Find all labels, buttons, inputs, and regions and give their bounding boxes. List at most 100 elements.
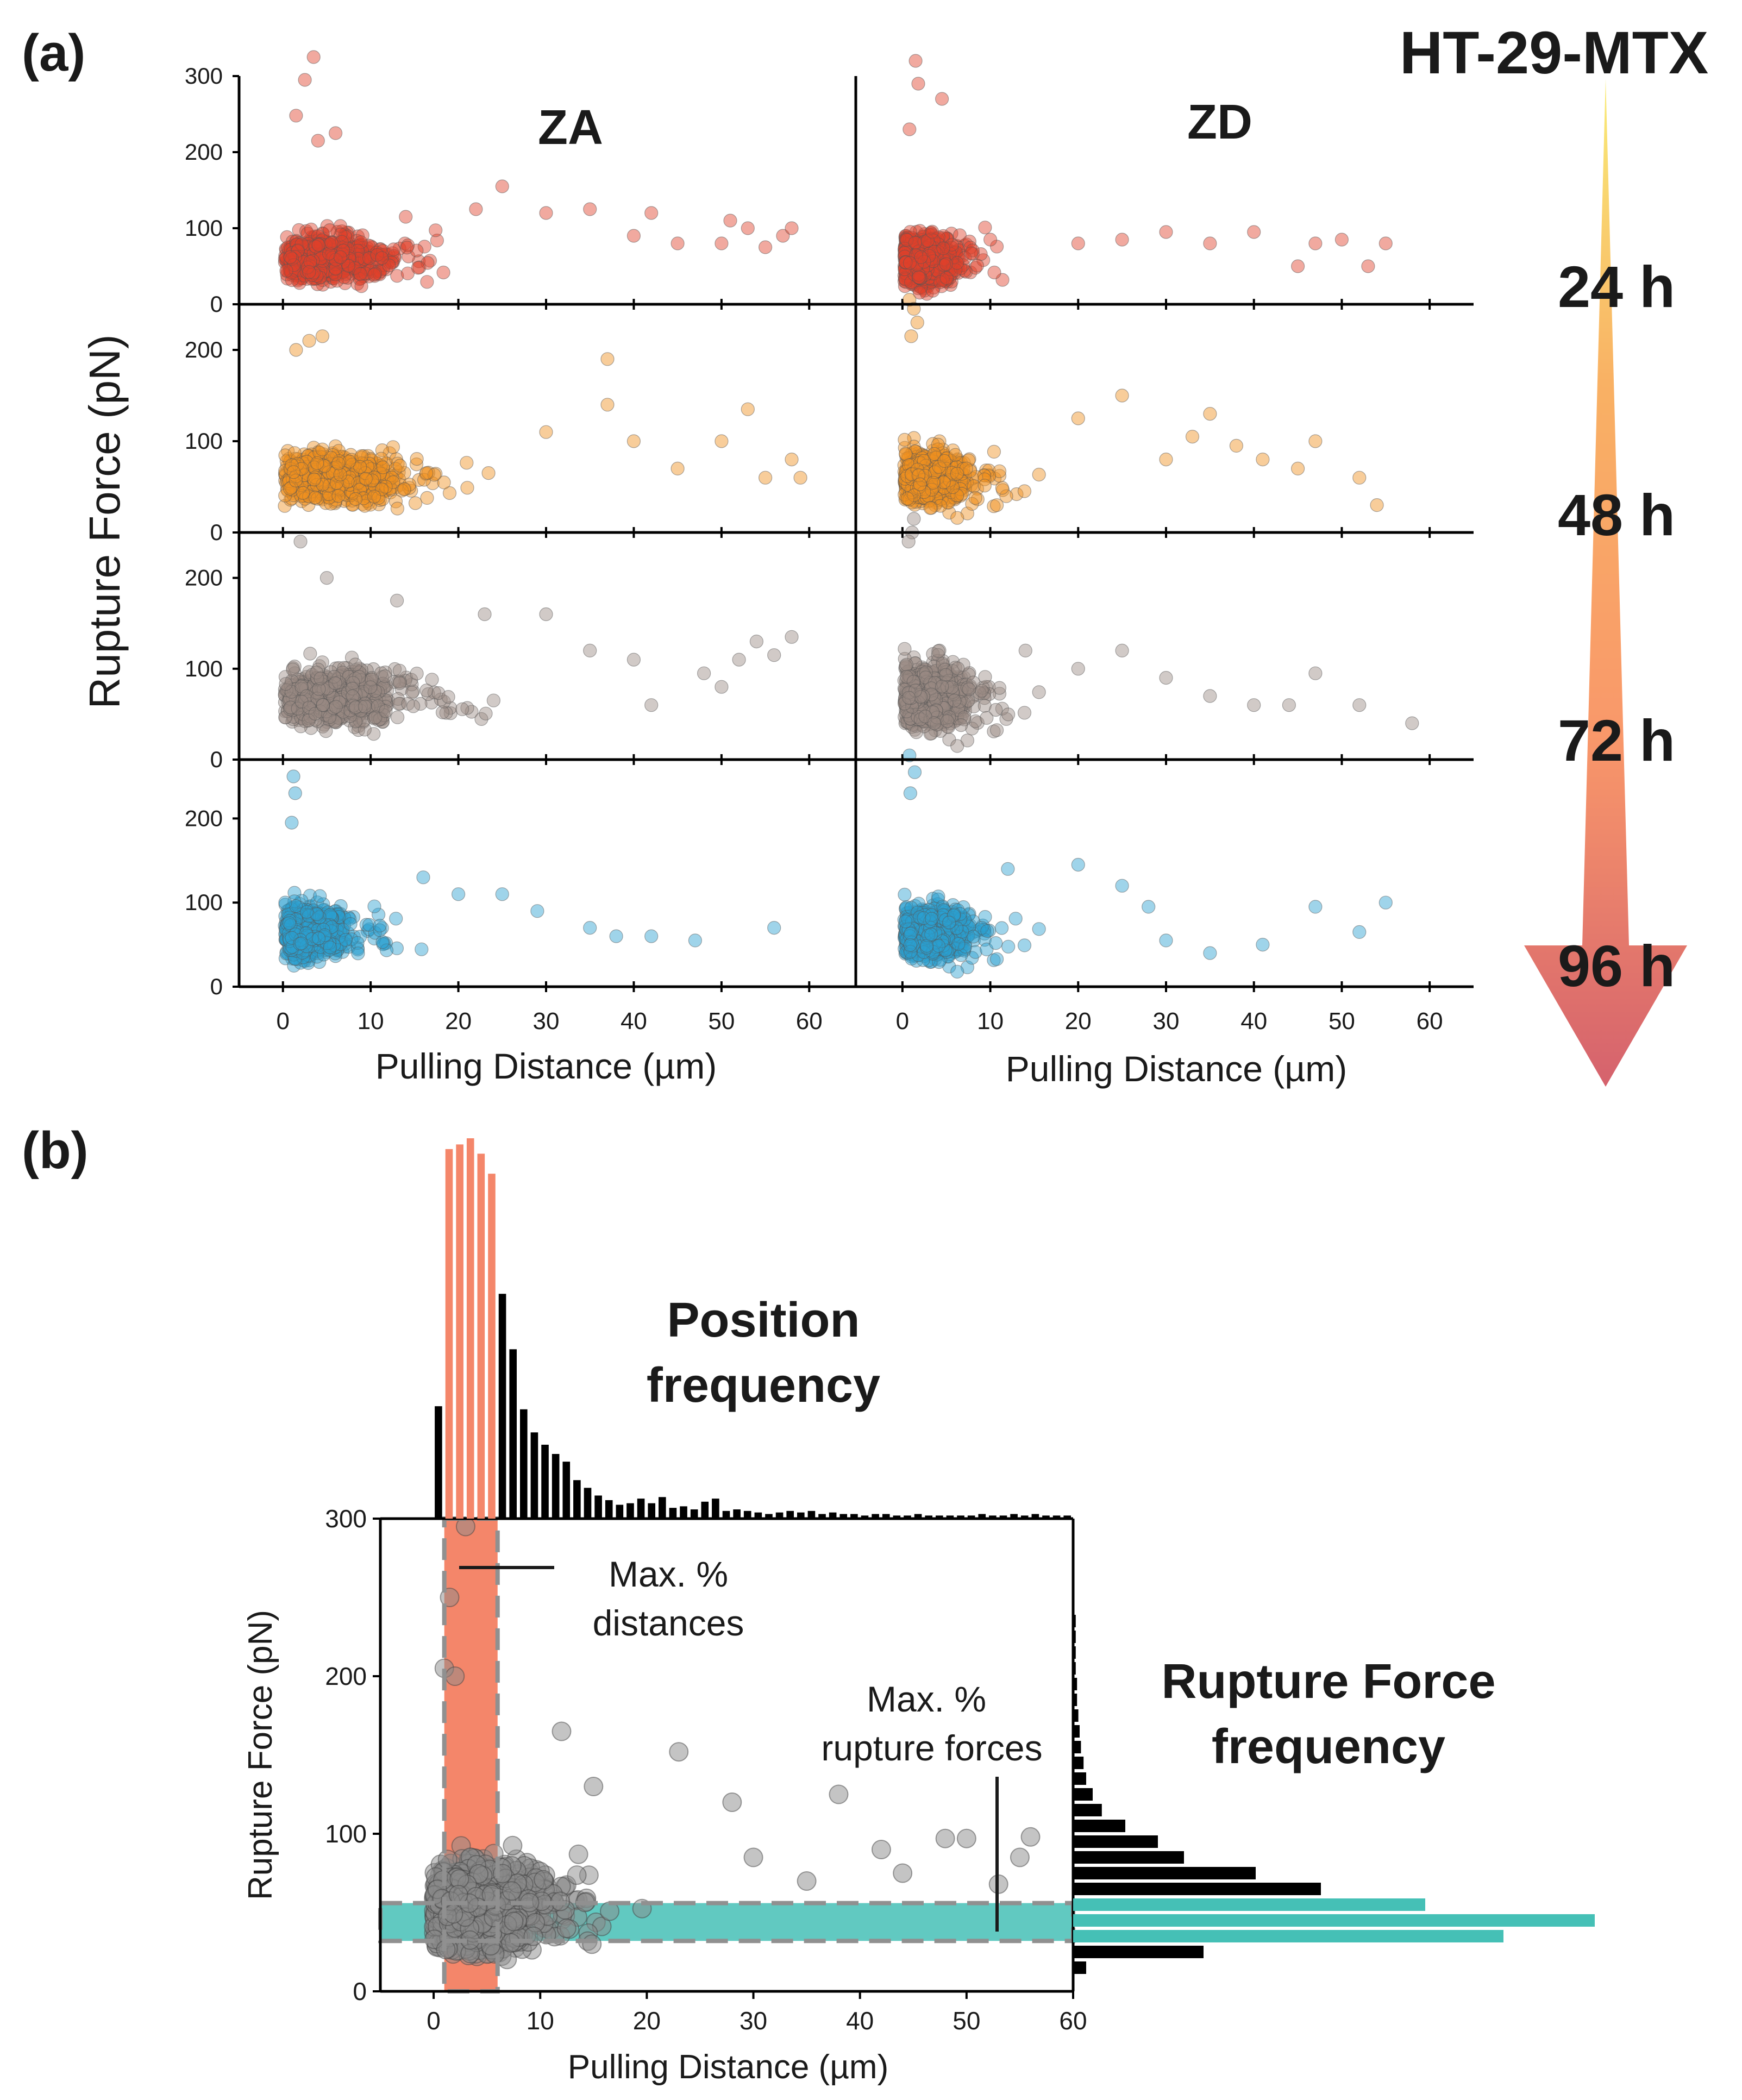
data-point xyxy=(367,490,381,504)
data-point xyxy=(987,444,1001,459)
data-point xyxy=(308,491,323,505)
data-point xyxy=(393,459,407,473)
data-point-outlier xyxy=(416,870,430,885)
data-point xyxy=(968,491,982,505)
data-point xyxy=(950,739,964,753)
data-point xyxy=(358,699,372,713)
data-point-outlier xyxy=(758,471,773,485)
data-point xyxy=(441,689,455,704)
data-point-outlier xyxy=(1291,461,1305,476)
data-point xyxy=(964,246,979,260)
data-point xyxy=(940,714,955,728)
data-point xyxy=(420,275,434,289)
data-point-outlier xyxy=(495,887,509,901)
x-tick-label: 30 xyxy=(533,1008,560,1035)
data-point xyxy=(962,682,976,697)
data-point xyxy=(311,931,326,945)
data-point xyxy=(899,657,914,672)
data-point-outlier xyxy=(1256,452,1270,467)
data-point-outlier xyxy=(1203,236,1217,250)
data-point xyxy=(1032,467,1046,482)
data-point xyxy=(460,481,474,495)
data-point xyxy=(939,668,953,682)
data-point xyxy=(898,432,912,447)
data-point xyxy=(1001,707,1016,722)
data-point-outlier xyxy=(983,233,998,247)
y-tick-label: 200 xyxy=(185,805,223,831)
data-point xyxy=(430,234,444,248)
data-point xyxy=(460,456,474,470)
data-point xyxy=(307,472,321,487)
data-point xyxy=(348,657,362,672)
data-point-outlier xyxy=(1159,225,1173,239)
data-point-outlier xyxy=(793,471,807,485)
data-point xyxy=(898,642,912,656)
data-point-outlier xyxy=(688,933,703,948)
data-point-outlier xyxy=(289,343,303,357)
data-point-outlier xyxy=(626,434,641,448)
data-point xyxy=(995,481,1010,495)
data-point xyxy=(987,265,1001,280)
data-point xyxy=(316,698,330,712)
data-point xyxy=(420,491,434,505)
data-point xyxy=(402,249,416,264)
data-point-outlier xyxy=(288,786,302,800)
data-point-outlier xyxy=(741,402,755,416)
data-point xyxy=(954,718,968,732)
data-point-outlier xyxy=(935,92,949,106)
data-point-outlier xyxy=(306,50,321,64)
data-point-outlier xyxy=(298,73,312,87)
data-point-outlier xyxy=(1071,411,1085,425)
data-point-outlier xyxy=(715,434,729,448)
data-point-outlier xyxy=(911,77,925,91)
data-point-outlier xyxy=(671,236,685,250)
data-point-outlier xyxy=(904,329,918,343)
data-point-outlier xyxy=(901,535,916,549)
data-point xyxy=(279,264,293,278)
data-point xyxy=(375,251,389,265)
y-tick-label: 0 xyxy=(210,747,223,772)
data-point-outlier xyxy=(583,202,597,216)
data-point-outlier xyxy=(1071,662,1085,676)
data-point xyxy=(351,946,365,961)
data-point-outlier xyxy=(289,109,303,123)
data-point xyxy=(331,489,346,503)
data-point-outlier xyxy=(293,535,308,549)
data-point-outlier xyxy=(390,593,404,608)
y-tick-label: 300 xyxy=(185,63,223,89)
data-point xyxy=(481,466,496,480)
data-point xyxy=(343,917,358,931)
data-point-outlier xyxy=(600,352,615,366)
data-point xyxy=(419,466,434,480)
data-point xyxy=(486,693,501,707)
data-point xyxy=(900,492,914,506)
panel-b-label: (b) xyxy=(22,1121,89,1180)
data-point xyxy=(324,236,339,250)
data-point-outlier xyxy=(478,607,492,622)
data-point-outlier xyxy=(910,315,924,330)
data-point-outlier xyxy=(1352,698,1367,712)
data-point xyxy=(294,936,309,950)
data-point-outlier xyxy=(1405,716,1419,730)
data-point xyxy=(323,941,337,955)
data-point xyxy=(903,256,917,270)
x-tick-label: 0 xyxy=(276,1008,289,1035)
data-point-outlier xyxy=(723,214,737,228)
data-point xyxy=(975,684,989,698)
data-point xyxy=(410,452,424,466)
data-point xyxy=(1017,706,1032,720)
x-tick-label: 10 xyxy=(358,1008,384,1035)
data-point xyxy=(989,952,1004,966)
data-point-outlier xyxy=(302,334,316,348)
figure-title: HT-29-MTX xyxy=(1400,20,1708,86)
data-point xyxy=(328,676,342,691)
data-point-outlier xyxy=(319,571,334,585)
data-point-outlier xyxy=(767,920,781,935)
data-point xyxy=(898,887,912,902)
data-point-outlier xyxy=(758,240,773,254)
data-point-outlier xyxy=(903,122,917,136)
data-point xyxy=(947,693,962,708)
